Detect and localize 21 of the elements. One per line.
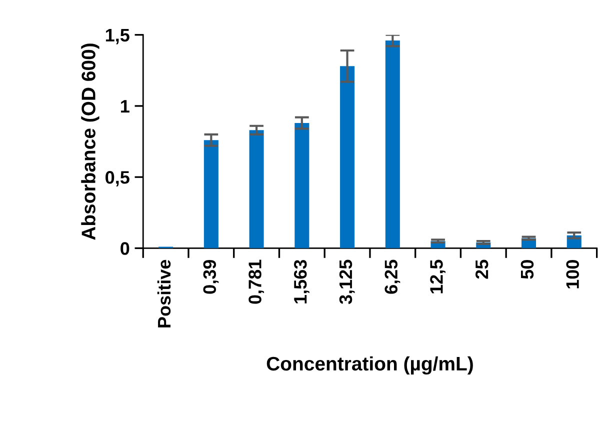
bar [385,40,400,248]
y-axis-title: Absorbance (OD 600) [81,44,100,240]
y-tick-label: 1,5 [106,28,130,44]
x-tick-label: 12,5 [430,260,446,294]
x-tick-label: 6,25 [384,260,400,294]
x-axis-title: Concentration (µg/mL) [266,356,473,375]
y-tick-label: 0 [120,242,130,255]
x-tick-label: 0,781 [248,260,264,304]
x-tick-label: 50 [520,260,534,279]
x-tick-label: 25 [475,260,488,279]
x-tick-label: 1,563 [294,260,310,304]
x-tick-label: 0,39 [203,260,219,294]
y-tick-label: 0,5 [106,171,130,186]
x-tick-label: 100 [566,260,579,288]
y-tick-label: 1 [121,100,130,113]
x-tick-label: Positive [157,260,171,328]
x-tick-label: 3,125 [339,260,355,304]
bar [294,123,310,248]
bar [340,66,355,248]
bar [249,130,264,248]
bar [204,140,218,248]
